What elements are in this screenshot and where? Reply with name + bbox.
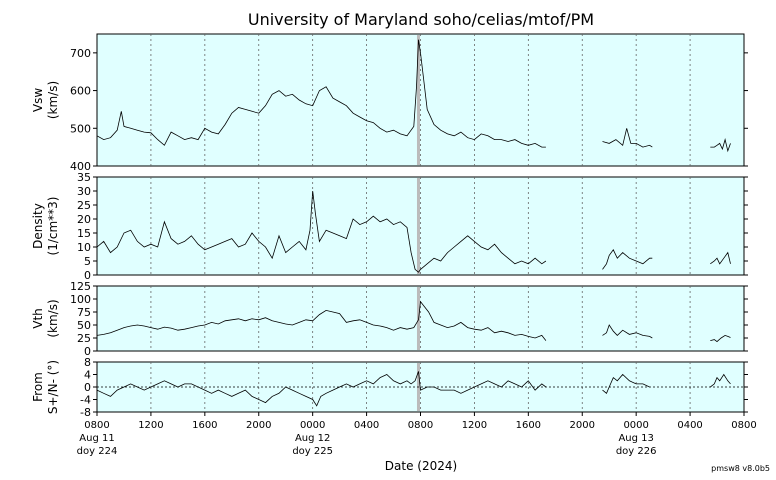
x-tick-label: 1200	[462, 420, 487, 431]
date-label: Aug 12	[295, 433, 330, 444]
y-tick-label: 100	[70, 293, 91, 306]
y-axis-label-vsw: Vsw	[31, 88, 45, 112]
series-from-segment-2	[602, 373, 650, 394]
y-tick-label: 0	[84, 345, 91, 358]
series-density-segment-1	[96, 190, 547, 273]
y-axis-label-density: (1/cm**3)	[46, 197, 60, 256]
y-tick-label: 4	[84, 369, 91, 382]
y-tick-label: -8	[80, 406, 91, 419]
doy-label: doy 224	[77, 446, 118, 457]
chart-title: University of Maryland soho/celias/mtof/…	[248, 10, 594, 29]
series-vth-segment-1	[96, 300, 547, 341]
y-axis-label-from: S+/N- (°)	[46, 360, 60, 414]
x-tick-label: 0000	[623, 420, 648, 431]
y-tick-label: 25	[77, 332, 91, 345]
y-axis-label-density: Density	[31, 203, 45, 249]
x-tick-label: 0800	[84, 420, 109, 431]
event-marker	[416, 35, 420, 165]
series-vth-segment-2	[602, 324, 653, 339]
y-tick-label: 30	[77, 185, 91, 198]
series-vsw-segment-1	[96, 39, 546, 148]
series-from-segment-3	[710, 373, 731, 388]
y-tick-label: 75	[77, 306, 91, 319]
y-tick-label: 0	[84, 381, 91, 394]
y-tick-label: 15	[77, 227, 91, 240]
y-tick-label: 400	[70, 160, 91, 173]
x-axis-label: Date (2024)	[385, 459, 457, 473]
series-vth-segment-3	[710, 334, 731, 343]
y-tick-label: 50	[77, 319, 91, 332]
y-axis-label-vsw: (km/s)	[46, 81, 60, 119]
x-tick-label: 1200	[138, 420, 163, 431]
series-density-segment-3	[710, 251, 731, 265]
version-label: pmsw8 v8.0b5	[711, 464, 770, 473]
y-tick-label: 5	[84, 255, 91, 268]
y-tick-label: 0	[84, 269, 91, 282]
panel-from: 840-4-8 From S+/N- (°)	[31, 356, 748, 419]
y-tick-label: 20	[77, 213, 91, 226]
series-vsw-segment-3	[710, 138, 731, 153]
series-from-segment-1	[96, 371, 547, 407]
y-tick-label: -4	[80, 394, 91, 407]
doy-label: doy 225	[292, 446, 333, 457]
x-tick-label: 0800	[731, 420, 756, 431]
x-tick-label: 1600	[516, 420, 541, 431]
x-tick-label: 1600	[192, 420, 217, 431]
y-tick-label: 600	[70, 85, 91, 98]
y-tick-label: 125	[70, 280, 91, 293]
x-tick-label: 0000	[300, 420, 325, 431]
y-tick-label: 700	[70, 47, 91, 60]
y-tick-label: 25	[77, 199, 91, 212]
series-density-segment-2	[602, 249, 653, 270]
y-axis-label-from: From	[31, 372, 45, 402]
y-tick-label: 500	[70, 122, 91, 135]
y-tick-label: 35	[77, 171, 91, 184]
x-tick-label: 2000	[246, 420, 271, 431]
event-marker	[416, 178, 420, 274]
panel-vsw: 700 600 500 400 Vsw (km/s)	[31, 33, 748, 173]
date-label: Aug 11	[79, 433, 114, 444]
doy-label: doy 226	[616, 446, 657, 457]
x-axis: 0800 1200 1600 2000 0000 0400 0800 1200 1600 2000…	[77, 412, 757, 457]
x-tick-label: 0800	[408, 420, 433, 431]
date-label: Aug 13	[618, 433, 653, 444]
x-tick-label: 2000	[570, 420, 595, 431]
y-axis-label-vth: (km/s)	[46, 299, 60, 337]
y-tick-label: 10	[77, 241, 91, 254]
x-tick-label: 0400	[354, 420, 379, 431]
series-vsw-segment-2	[602, 128, 653, 148]
x-tick-label: 0400	[677, 420, 702, 431]
y-axis-label-vth: Vth	[31, 308, 45, 329]
y-tick-label: 8	[84, 356, 91, 369]
